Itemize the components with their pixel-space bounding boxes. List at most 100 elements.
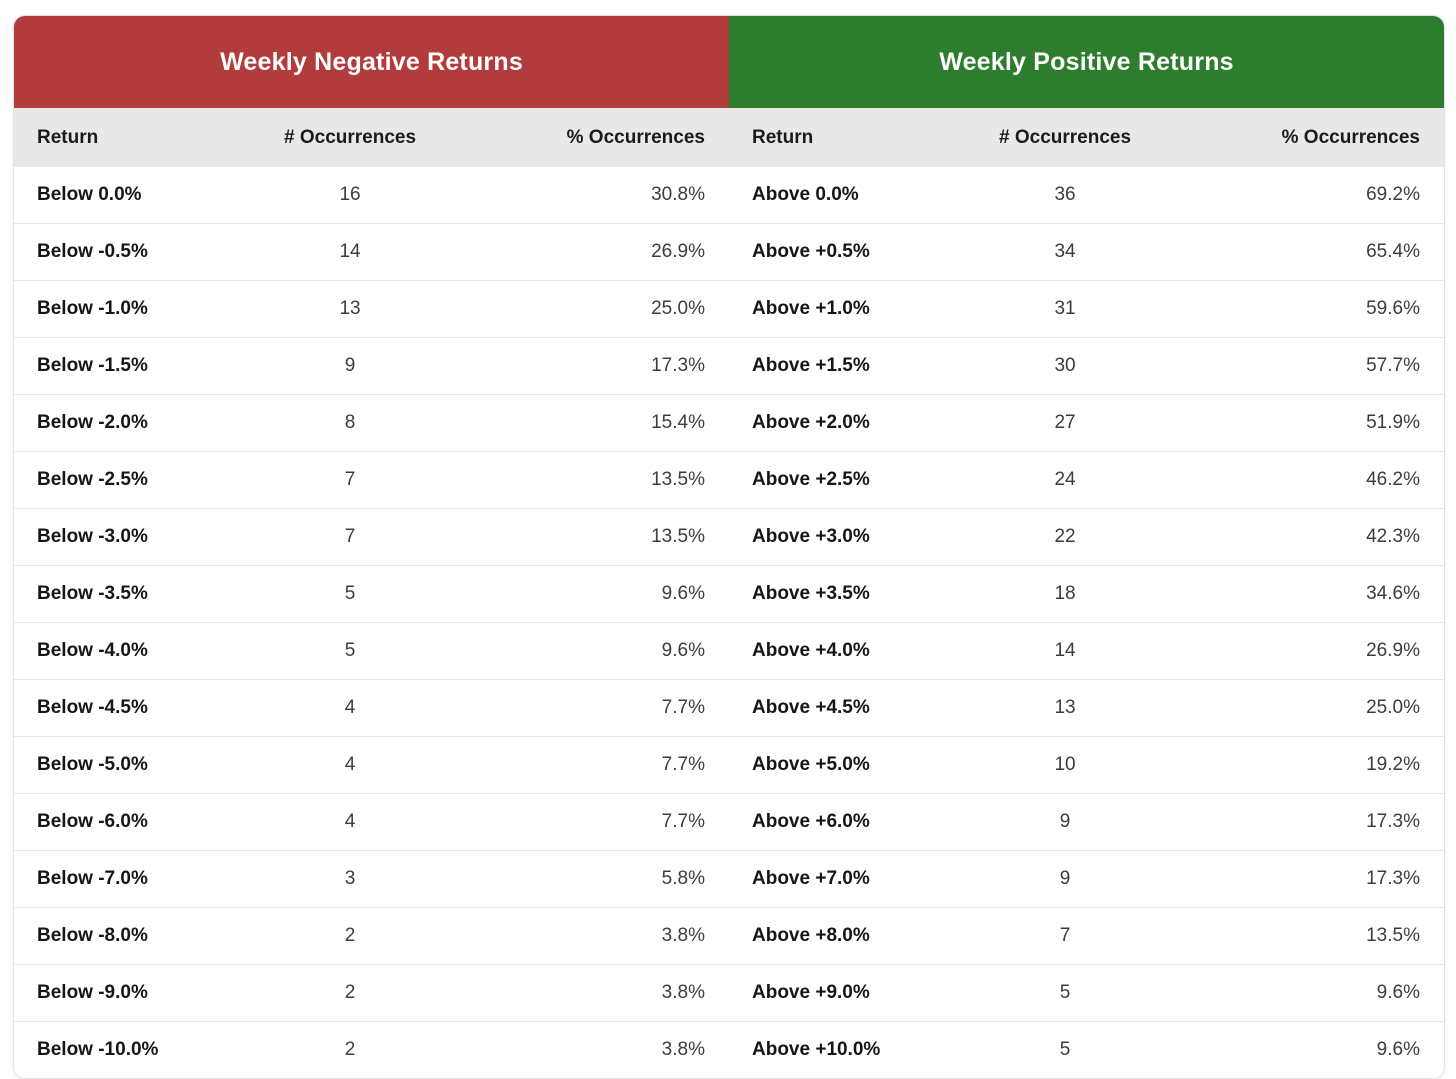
negative-returns-panel: Weekly Negative Returns Return # Occurre… (14, 16, 729, 1078)
pct-cell: 26.9% (1366, 640, 1420, 661)
pct-cell: 25.0% (1366, 697, 1420, 718)
table-row: Below -2.0% 8 15.4% (14, 394, 729, 451)
table-row: Above +5.0% 10 19.2% (729, 736, 1444, 793)
occurrences-cell: 31 (1054, 298, 1076, 319)
return-cell: Above +1.5% (752, 355, 870, 376)
occurrences-cell: 4 (344, 811, 356, 832)
pct-cell: 42.3% (1366, 526, 1420, 547)
pct-cell: 9.6% (1376, 982, 1420, 1003)
occurrences-cell: 5 (1059, 982, 1071, 1003)
table-row: Above +9.0% 5 9.6% (729, 964, 1444, 1021)
return-cell: Below -0.5% (37, 241, 148, 262)
occurrences-cell: 22 (1054, 526, 1076, 547)
occurrences-cell: 24 (1054, 469, 1076, 490)
return-cell: Below -4.0% (37, 640, 148, 661)
table-row: Below -4.0% 5 9.6% (14, 622, 729, 679)
return-cell: Above +9.0% (752, 982, 870, 1003)
return-cell: Below -7.0% (37, 868, 148, 889)
table-row: Above +1.5% 30 57.7% (729, 337, 1444, 394)
table-row: Above +4.5% 13 25.0% (729, 679, 1444, 736)
table-row: Above +1.0% 31 59.6% (729, 280, 1444, 337)
column-header-pct-occurrences: % Occurrences (566, 126, 705, 148)
occurrences-cell: 7 (344, 469, 356, 490)
return-cell: Below -1.0% (37, 298, 148, 319)
column-header-pct-occurrences: % Occurrences (1281, 126, 1420, 148)
pct-cell: 13.5% (1366, 925, 1420, 946)
return-cell: Above +10.0% (752, 1039, 881, 1060)
return-cell: Below -6.0% (37, 811, 148, 832)
pct-cell: 9.6% (1376, 1039, 1420, 1060)
pct-cell: 5.8% (661, 868, 705, 889)
occurrences-cell: 8 (344, 412, 356, 433)
occurrences-cell: 2 (344, 925, 356, 946)
column-header-num-occurrences: # Occurrences (999, 126, 1132, 148)
return-cell: Above +0.5% (752, 241, 870, 262)
pct-cell: 15.4% (651, 412, 705, 433)
return-cell: Above +1.0% (752, 298, 870, 319)
table-row: Below -9.0% 2 3.8% (14, 964, 729, 1021)
table-row: Above +2.0% 27 51.9% (729, 394, 1444, 451)
occurrences-cell: 36 (1054, 184, 1076, 205)
pct-cell: 46.2% (1366, 469, 1420, 490)
return-cell: Above +6.0% (752, 811, 870, 832)
table-row: Below -7.0% 3 5.8% (14, 850, 729, 907)
return-cell: Below -9.0% (37, 982, 148, 1003)
table-row: Above +10.0% 5 9.6% (729, 1021, 1444, 1078)
pct-cell: 34.6% (1366, 583, 1420, 604)
return-cell: Below -3.0% (37, 526, 148, 547)
table-row: Above +3.5% 18 34.6% (729, 565, 1444, 622)
occurrences-cell: 2 (344, 982, 356, 1003)
returns-table-card: Weekly Negative Returns Return # Occurre… (13, 15, 1445, 1079)
table-row: Below -6.0% 4 7.7% (14, 793, 729, 850)
return-cell: Below -2.0% (37, 412, 148, 433)
return-cell: Below 0.0% (37, 184, 142, 205)
return-cell: Below -4.5% (37, 697, 148, 718)
positive-panel-title: Weekly Positive Returns (729, 16, 1444, 108)
return-cell: Above +2.0% (752, 412, 870, 433)
pct-cell: 26.9% (651, 241, 705, 262)
table-row: Below -1.5% 9 17.3% (14, 337, 729, 394)
pct-cell: 17.3% (1366, 811, 1420, 832)
table-row: Below -2.5% 7 13.5% (14, 451, 729, 508)
occurrences-cell: 18 (1054, 583, 1076, 604)
table-row: Below -10.0% 2 3.8% (14, 1021, 729, 1078)
pct-cell: 7.7% (661, 811, 705, 832)
column-header-return: Return (37, 126, 99, 148)
table-row: Above +0.5% 34 65.4% (729, 223, 1444, 280)
occurrences-cell: 34 (1054, 241, 1076, 262)
return-cell: Below -10.0% (37, 1039, 159, 1060)
occurrences-cell: 14 (339, 241, 361, 262)
occurrences-cell: 27 (1054, 412, 1076, 433)
table-row: Below -8.0% 2 3.8% (14, 907, 729, 964)
return-cell: Above +4.5% (752, 697, 870, 718)
table-row: Above +2.5% 24 46.2% (729, 451, 1444, 508)
return-cell: Above +7.0% (752, 868, 870, 889)
positive-column-headers: Return # Occurrences % Occurrences (729, 108, 1444, 167)
pct-cell: 3.8% (661, 1039, 705, 1060)
pct-cell: 65.4% (1366, 241, 1420, 262)
pct-cell: 7.7% (661, 697, 705, 718)
return-cell: Above +8.0% (752, 925, 870, 946)
table-row: Above 0.0% 36 69.2% (729, 167, 1444, 223)
pct-cell: 59.6% (1366, 298, 1420, 319)
occurrences-cell: 4 (344, 754, 356, 775)
return-cell: Below -8.0% (37, 925, 148, 946)
pct-cell: 57.7% (1366, 355, 1420, 376)
positive-table-body: Above 0.0% 36 69.2% Above +0.5% 34 65.4% Above… (729, 167, 1444, 1078)
occurrences-cell: 9 (344, 355, 356, 376)
return-cell: Above +2.5% (752, 469, 870, 490)
occurrences-cell: 9 (1059, 868, 1071, 889)
pct-cell: 9.6% (661, 583, 705, 604)
occurrences-cell: 5 (344, 583, 356, 604)
return-cell: Above +3.5% (752, 583, 870, 604)
occurrences-cell: 5 (1059, 1039, 1071, 1060)
negative-table-body: Below 0.0% 16 30.8% Below -0.5% 14 26.9% Below… (14, 167, 729, 1078)
occurrences-cell: 7 (344, 526, 356, 547)
table-row: Below 0.0% 16 30.8% (14, 167, 729, 223)
pct-cell: 3.8% (661, 982, 705, 1003)
table-row: Below -3.0% 7 13.5% (14, 508, 729, 565)
negative-column-headers: Return # Occurrences % Occurrences (14, 108, 729, 167)
occurrences-cell: 13 (1054, 697, 1076, 718)
table-row: Below -3.5% 5 9.6% (14, 565, 729, 622)
occurrences-cell: 30 (1054, 355, 1076, 376)
